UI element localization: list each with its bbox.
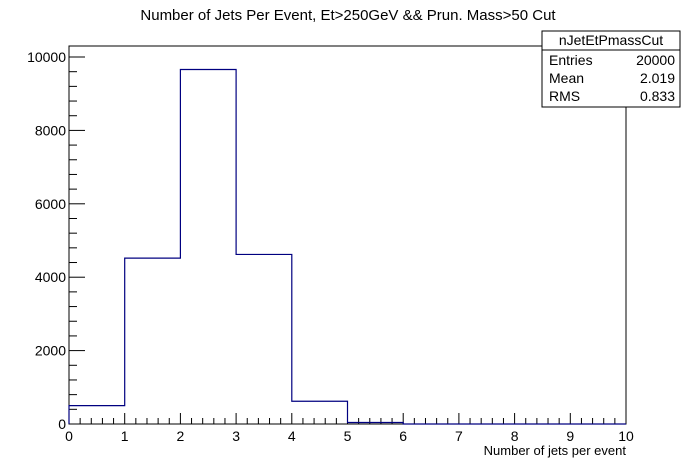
stats-box-name: nJetEtPmassCut xyxy=(559,32,663,48)
x-axis-title: Number of jets per event xyxy=(484,443,627,458)
x-tick-label: 9 xyxy=(566,428,574,444)
x-tick-label: 0 xyxy=(65,428,73,444)
stats-rms-value: 0.833 xyxy=(640,88,675,104)
x-tick-label: 1 xyxy=(121,428,129,444)
stats-mean-value: 2.019 xyxy=(640,70,675,86)
stats-box: nJetEtPmassCut Entries 20000 Mean 2.019 … xyxy=(541,30,681,108)
histogram-outline xyxy=(68,68,626,425)
y-tick-label: 6000 xyxy=(35,196,66,212)
x-tick-label: 8 xyxy=(511,428,519,444)
y-tick-label: 8000 xyxy=(35,122,66,138)
x-tick-label: 2 xyxy=(177,428,185,444)
y-tick-label: 10000 xyxy=(27,49,66,65)
x-tick-label: 10 xyxy=(618,428,634,444)
y-axis-labels: 0 2000 4000 6000 8000 10000 xyxy=(27,49,66,432)
y-tick-label: 0 xyxy=(58,416,66,432)
chart-title: Number of Jets Per Event, Et>250GeV && P… xyxy=(140,7,556,24)
x-axis-labels: 0 1 2 3 4 5 6 7 8 9 10 xyxy=(65,428,634,444)
y-tick-label: 4000 xyxy=(35,269,66,285)
y-axis-ticks xyxy=(69,56,85,425)
y-tick-label: 2000 xyxy=(35,343,66,359)
x-tick-label: 6 xyxy=(399,428,407,444)
x-tick-label: 7 xyxy=(455,428,463,444)
stats-rms-label: RMS xyxy=(549,88,580,104)
stats-mean-label: Mean xyxy=(549,70,584,86)
x-tick-label: 4 xyxy=(288,428,296,444)
x-tick-label: 3 xyxy=(232,428,240,444)
stats-entries-value: 20000 xyxy=(636,52,675,68)
stats-entries-label: Entries xyxy=(549,52,593,68)
x-axis-ticks xyxy=(68,413,627,424)
stats-box-frame xyxy=(541,30,681,108)
x-tick-label: 5 xyxy=(344,428,352,444)
